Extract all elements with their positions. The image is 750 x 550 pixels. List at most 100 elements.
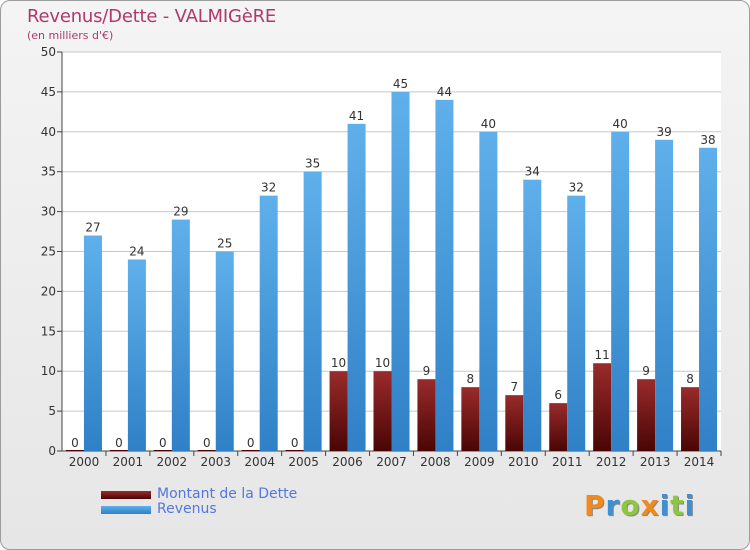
data-label-dette: 0 <box>247 436 255 450</box>
bar-revenus <box>479 131 498 452</box>
y-tick-label: 0 <box>48 444 56 458</box>
bar-dette <box>109 450 128 451</box>
x-tick-label: 2010 <box>508 455 539 469</box>
data-label-dette: 7 <box>510 380 518 394</box>
x-tick-label: 2005 <box>288 455 319 469</box>
data-label-dette: 11 <box>595 348 610 362</box>
bar-revenus <box>171 219 190 451</box>
y-tick-label: 30 <box>41 205 56 219</box>
bar-revenus <box>215 251 234 451</box>
bar-dette <box>65 450 84 451</box>
bar-dette <box>373 371 392 451</box>
logo-letter: o <box>620 489 641 522</box>
data-label-revenus: 24 <box>129 244 144 258</box>
bar-revenus <box>259 195 278 451</box>
x-tick-label: 2011 <box>552 455 583 469</box>
data-label-dette: 0 <box>203 436 211 450</box>
y-tick-label: 10 <box>41 364 56 378</box>
bar-dette <box>681 387 700 451</box>
x-tick-label: 2013 <box>640 455 671 469</box>
y-tick-label: 40 <box>41 125 56 139</box>
data-label-revenus: 34 <box>525 165 540 179</box>
x-tick-label: 2004 <box>244 455 275 469</box>
bar-dette <box>241 450 260 451</box>
bar-revenus <box>83 235 102 451</box>
bar-dette <box>197 450 216 451</box>
legend-swatch-revenus <box>101 506 151 514</box>
x-tick-label: 2012 <box>596 455 627 469</box>
bar-revenus <box>567 195 586 451</box>
chart-title: Revenus/Dette - VALMIGèRE <box>27 6 277 27</box>
data-label-revenus: 39 <box>656 125 671 139</box>
x-tick-label: 2000 <box>69 455 100 469</box>
bar-dette <box>329 371 348 451</box>
data-label-revenus: 40 <box>481 117 496 131</box>
chart-subtitle: (en milliers d'€) <box>27 29 114 42</box>
x-tick-label: 2014 <box>684 455 715 469</box>
data-label-revenus: 45 <box>393 77 408 91</box>
y-tick-label: 5 <box>48 404 56 418</box>
bar-revenus <box>699 147 718 451</box>
data-label-dette: 9 <box>642 364 650 378</box>
data-label-dette: 0 <box>115 436 123 450</box>
data-label-revenus: 32 <box>569 181 584 195</box>
data-label-revenus: 25 <box>217 237 232 251</box>
bar-dette <box>417 379 436 451</box>
bar-revenus <box>127 259 146 451</box>
data-label-dette: 0 <box>159 436 167 450</box>
data-label-revenus: 38 <box>700 133 715 147</box>
proxiti-logo: Proxiti <box>584 489 695 522</box>
data-label-revenus: 44 <box>437 85 452 99</box>
x-tick-label: 2001 <box>113 455 144 469</box>
data-label-dette: 0 <box>71 436 79 450</box>
logo-letter: x <box>640 489 660 522</box>
legend-label-dette: Montant de la Dette <box>157 486 298 502</box>
data-label-dette: 0 <box>291 436 299 450</box>
bar-revenus <box>347 123 366 451</box>
bar-dette <box>461 387 480 451</box>
bar-dette <box>505 395 524 451</box>
bar-revenus <box>435 99 454 451</box>
logo-letter: t <box>670 489 685 522</box>
y-tick-label: 45 <box>41 85 56 99</box>
data-label-dette: 9 <box>423 364 431 378</box>
x-tick-label: 2003 <box>200 455 231 469</box>
bar-revenus <box>611 131 630 452</box>
logo-letter: i <box>659 489 671 522</box>
x-tick-label: 2008 <box>420 455 451 469</box>
bar-revenus <box>303 171 322 451</box>
legend-label-revenus: Revenus <box>157 501 217 517</box>
bar-dette <box>637 379 656 451</box>
data-label-revenus: 41 <box>349 109 364 123</box>
y-tick-label: 25 <box>41 245 56 259</box>
logo-letter: P <box>584 489 606 522</box>
data-label-revenus: 27 <box>85 221 100 235</box>
y-tick-label: 50 <box>41 45 56 59</box>
data-label-dette: 10 <box>331 356 346 370</box>
bar-dette <box>549 403 568 451</box>
bar-revenus <box>391 91 410 452</box>
data-label-revenus: 29 <box>173 205 188 219</box>
data-label-revenus: 35 <box>305 157 320 171</box>
x-tick-label: 2006 <box>332 455 363 469</box>
y-tick-label: 35 <box>41 165 56 179</box>
logo-letter: i <box>684 489 696 522</box>
x-tick-label: 2007 <box>376 455 407 469</box>
x-tick-label: 2009 <box>464 455 495 469</box>
bar-revenus <box>523 179 542 451</box>
data-label-revenus: 32 <box>261 181 276 195</box>
y-tick-label: 20 <box>41 284 56 298</box>
data-label-dette: 8 <box>467 372 475 386</box>
bar-dette <box>593 363 612 451</box>
bar-dette <box>153 450 172 451</box>
data-label-dette: 6 <box>554 388 562 402</box>
bar-revenus <box>655 139 674 451</box>
x-tick-label: 2002 <box>157 455 188 469</box>
data-label-dette: 10 <box>375 356 390 370</box>
legend-swatch-dette <box>101 491 151 499</box>
y-tick-label: 15 <box>41 324 56 338</box>
data-label-revenus: 40 <box>613 117 628 131</box>
logo-letter: r <box>605 489 621 522</box>
